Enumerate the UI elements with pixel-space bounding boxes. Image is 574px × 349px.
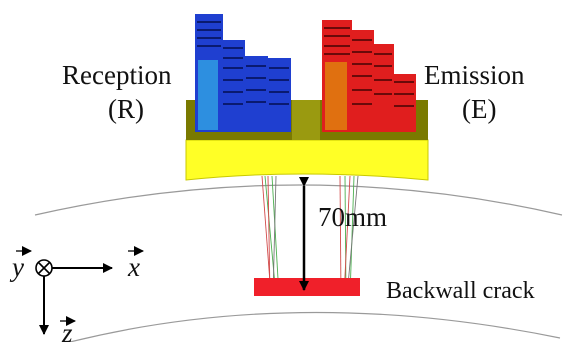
backwall-crack-bar bbox=[254, 278, 360, 296]
diagram-canvas: Reception (R) Emission (E) 70mm Backwall… bbox=[12, 14, 563, 348]
reception-code-label: (R) bbox=[108, 94, 144, 124]
top-surface-curve bbox=[34, 184, 563, 216]
probe-wedge bbox=[185, 139, 429, 181]
axis-y-label: y bbox=[12, 252, 24, 282]
backwall-crack-label: Backwall crack bbox=[386, 278, 535, 304]
reception-array bbox=[195, 14, 291, 132]
axis-x-label: x bbox=[128, 252, 140, 282]
wedge-holder-gap bbox=[292, 100, 320, 140]
emission-array bbox=[322, 20, 416, 132]
depth-label: 70mm bbox=[318, 202, 388, 232]
emission-label: Emission bbox=[424, 60, 525, 90]
inspection-diagram bbox=[16, 14, 563, 343]
reception-label: Reception bbox=[62, 60, 172, 90]
emission-code-label: (E) bbox=[462, 94, 497, 124]
axis-z-label: z bbox=[62, 318, 73, 348]
ultrasonic-rays bbox=[261, 175, 359, 297]
backwall-surface-curve bbox=[69, 311, 561, 343]
